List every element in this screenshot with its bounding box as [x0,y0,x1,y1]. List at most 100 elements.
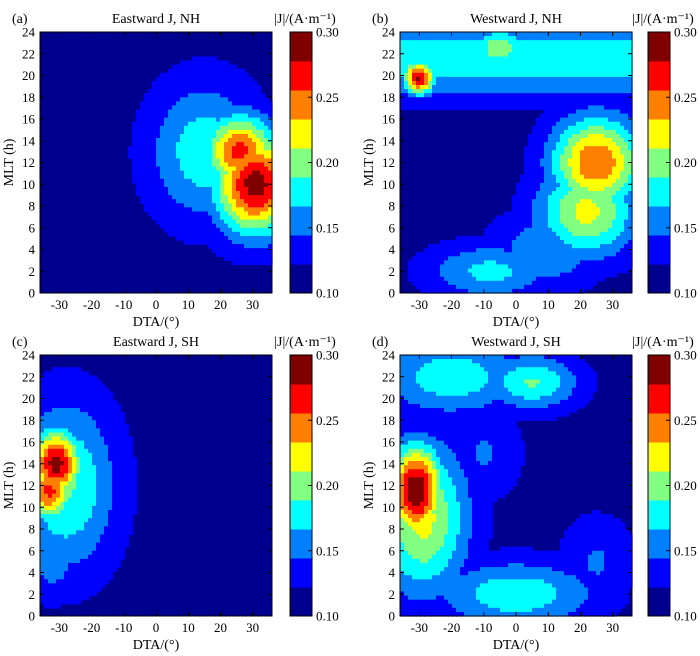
heatmap-cell [256,223,261,229]
heatmap-cell [576,109,581,115]
heatmap-cell [208,117,213,123]
heatmap-cell [588,158,593,164]
heatmap-cell [596,133,601,139]
heatmap-cell [44,428,49,434]
heatmap-cell [532,182,537,188]
heatmap-cell [176,235,181,241]
heatmap-cell [436,72,441,78]
heatmap-cell [416,89,421,94]
heatmap-cell [596,252,601,257]
heatmap-cell [480,80,485,86]
heatmap-cell [456,276,461,282]
heatmap-cell [464,280,469,286]
heatmap-cell [252,154,257,160]
heatmap-cell [172,121,177,127]
heatmap-cell [508,72,513,78]
heatmap-cell [552,76,557,82]
heatmap-cell [244,154,249,160]
heatmap-cell [616,223,621,229]
heatmap-cell [464,105,469,111]
heatmap-cell [460,76,465,82]
heatmap-cell [544,36,549,41]
heatmap-cell [616,52,621,58]
heatmap-cell [64,579,69,584]
heatmap-cell [520,56,525,62]
heatmap-cell [264,142,269,147]
x-tick-label: -20 [83,297,100,312]
heatmap-cell [528,280,533,286]
heatmap-cell [444,52,449,58]
heatmap-cell [208,166,213,172]
heatmap-cell [240,117,245,123]
heatmap-cell [528,68,533,74]
heatmap-cell [500,256,505,261]
heatmap-cell [200,76,205,82]
heatmap-cell [444,80,449,86]
heatmap-cell [588,211,593,217]
heatmap-cell [520,32,525,37]
heatmap-cell [224,85,229,90]
heatmap-cell [248,162,253,168]
heatmap-cell [588,260,593,266]
heatmap-cell [468,93,473,98]
heatmap-cell [492,68,497,74]
heatmap-cell [468,40,473,45]
heatmap-cell [556,195,561,200]
heatmap-cell [76,399,81,405]
heatmap-cell [204,105,209,111]
heatmap-cell [44,489,49,495]
heatmap-cell [528,105,533,111]
heatmap-cell [628,85,633,90]
heatmap-cell [76,567,81,572]
heatmap-cell [588,244,593,249]
heatmap-cell [208,97,213,102]
heatmap-cell [256,146,261,151]
colorbar-tick-label: 0.20 [316,155,339,170]
heatmap-cell [44,542,49,548]
heatmap-cell [184,133,189,139]
heatmap-cell [544,182,549,188]
heatmap-cell [532,133,537,139]
heatmap-cell [456,32,461,37]
heatmap-cell [180,178,185,184]
heatmap-cell [512,44,517,49]
heatmap-cell [416,56,421,62]
heatmap-cell [624,235,629,241]
heatmap-cell [540,89,545,94]
heatmap-cell [240,121,245,127]
heatmap-cell [240,182,245,188]
heatmap-cell [68,367,73,372]
heatmap-cell [532,211,537,217]
heatmap-cell [564,101,569,107]
heatmap-cell [212,133,217,139]
heatmap-cell [416,85,421,90]
heatmap-cell [132,174,137,180]
heatmap-cell [592,260,597,266]
heatmap-cell [528,211,533,217]
heatmap-cell [244,244,249,249]
heatmap-cell [600,154,605,160]
heatmap-cell [436,288,441,294]
heatmap-cell [212,89,217,94]
heatmap-cell [616,256,621,261]
heatmap-cell [568,288,573,294]
heatmap-cell [60,550,65,556]
heatmap-cell [244,125,249,131]
heatmap-cell [164,166,169,172]
heatmap-cell [204,97,209,102]
heatmap-cell [628,121,633,127]
heatmap-cell [180,170,185,176]
heatmap-cell [208,223,213,229]
heatmap-cell [508,227,513,233]
heatmap-cell [496,280,501,286]
heatmap-cell [168,68,173,74]
heatmap-cell [216,211,221,217]
heatmap-cell [164,109,169,115]
heatmap-cell [560,288,565,294]
heatmap-cell [528,146,533,151]
heatmap-cell [532,280,537,286]
heatmap-cell [40,481,45,487]
heatmap-cell [492,231,497,237]
heatmap-cell [592,117,597,123]
heatmap-cell [584,76,589,82]
